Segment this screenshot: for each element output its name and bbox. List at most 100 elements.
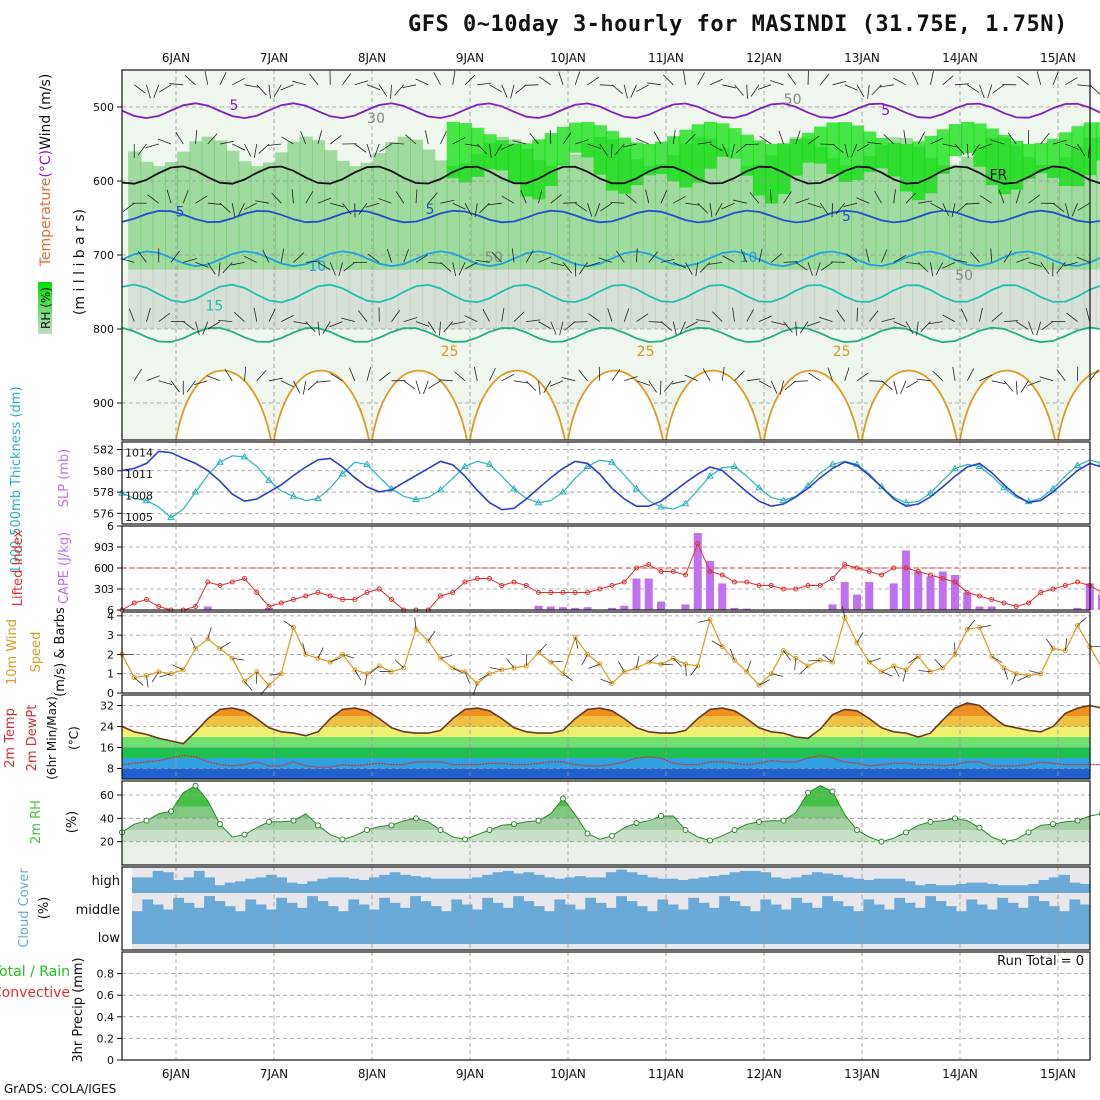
- wind-barb-10m: [550, 660, 563, 663]
- wind-barb: [928, 321, 943, 325]
- wind-speed-point: [327, 659, 333, 665]
- rh-band-low: [226, 269, 240, 329]
- thickness-point: [461, 462, 469, 469]
- rh-band: [122, 806, 1090, 819]
- cloud-high-bar: [430, 878, 442, 893]
- cloud-middle-bar: [492, 902, 504, 921]
- wind-barb: [477, 82, 492, 86]
- wind-barb-10m: [881, 671, 893, 677]
- cape-bar: [840, 582, 849, 610]
- lifted-index-point: [707, 569, 713, 574]
- rh-band: [287, 141, 301, 270]
- cloud-middle-bar: [688, 897, 700, 921]
- wind-barb: [746, 84, 748, 99]
- cloud-middle-bar: [626, 901, 638, 921]
- thickness-point: [534, 498, 543, 506]
- thickness-point: [191, 488, 200, 495]
- wind-barb-10m: [342, 654, 355, 659]
- date-label-top: 15JAN: [1040, 51, 1076, 65]
- wind-barb-10m: [660, 663, 673, 666]
- wind-barb-10m: [934, 658, 944, 669]
- wind-barb: [648, 251, 659, 263]
- lifted-index-point: [352, 597, 358, 602]
- wind-ylabel-2: Speed: [29, 632, 44, 673]
- wind-barb: [258, 143, 270, 154]
- wind-barb: [636, 380, 650, 386]
- wind-barb: [991, 312, 1003, 322]
- lifted-index-point: [266, 604, 272, 609]
- wind-barb: [952, 366, 956, 381]
- wind-speed-point: [744, 669, 750, 675]
- wind-barb: [771, 321, 785, 326]
- cloud-middle-bar: [925, 896, 936, 921]
- rh-band: [654, 163, 669, 270]
- wind-barb: [146, 375, 160, 382]
- wind-barb: [783, 321, 793, 333]
- rh2m-point: [241, 831, 248, 838]
- wind-barb: [511, 248, 515, 263]
- wind-barb: [992, 84, 1005, 94]
- wind-barb: [379, 143, 392, 152]
- rh-band: [122, 830, 1090, 842]
- cloud-middle-bar: [214, 901, 226, 921]
- wind-barb: [280, 84, 294, 91]
- wind-barb: [587, 143, 601, 149]
- wind-barb: [660, 258, 675, 263]
- cloud-high-bar: [379, 874, 391, 893]
- wind-barb: [529, 132, 539, 145]
- cloud-high-bar: [224, 882, 236, 893]
- wind-barb: [865, 248, 870, 263]
- rh-band-high: [1071, 126, 1085, 187]
- thickness-point: [951, 464, 959, 472]
- rh-band-low: [1095, 269, 1100, 329]
- lifted-index-point: [781, 586, 786, 592]
- wind-barb: [538, 256, 552, 263]
- wind-barb: [244, 366, 247, 381]
- lifted-index-point: [1013, 604, 1019, 609]
- wind-barb: [819, 202, 829, 215]
- rh-band-high: [936, 129, 950, 174]
- cloud-middle-bar: [904, 902, 916, 921]
- wind-speed-point: [1075, 623, 1080, 628]
- thickness-point: [412, 495, 420, 503]
- rh-band: [128, 151, 142, 270]
- isotherm-line: [121, 209, 1100, 224]
- cloud-high-bar: [914, 885, 926, 893]
- wind-barb: [956, 202, 968, 213]
- cape-bar: [632, 578, 641, 610]
- date-label-bottom: 15JAN: [1040, 1067, 1076, 1081]
- rh-band-low: [973, 269, 987, 329]
- cloud-middle-bar: [894, 897, 906, 921]
- wind-barb: [330, 202, 344, 208]
- wind-barb: [749, 192, 760, 204]
- cloud-high-bar: [791, 877, 803, 893]
- wind-barb: [224, 368, 233, 382]
- cloud-middle-bar: [801, 902, 813, 921]
- lifted-index-point: [291, 597, 296, 602]
- cloud-high-bar: [945, 885, 957, 893]
- slp-tick-label: 1005: [125, 511, 153, 524]
- lifted-index-point: [891, 565, 897, 571]
- rh-band-low: [434, 269, 448, 329]
- cloud-high-bar: [647, 877, 658, 893]
- cloud-high-bar: [729, 872, 741, 893]
- rh2m-point: [780, 817, 787, 824]
- lifted-index-point: [1075, 579, 1080, 585]
- rh2m-point: [829, 788, 836, 795]
- rh-band-high: [863, 131, 877, 172]
- rh2m-point: [927, 818, 934, 825]
- wind-barb: [389, 142, 404, 145]
- cape-bar: [583, 607, 592, 610]
- wind-barb: [561, 377, 576, 382]
- rh-band: [458, 163, 473, 270]
- cloud-middle-bar: [791, 897, 803, 921]
- wind-barb: [428, 380, 441, 389]
- wind-barb: [538, 189, 543, 204]
- rh-legend-label: RH (%): [39, 287, 53, 329]
- cloud-middle-bar: [574, 909, 586, 921]
- rh-band-high: [593, 125, 607, 175]
- wind-barb: [715, 203, 723, 216]
- rh-band-low: [1071, 269, 1085, 329]
- wind-barb: [378, 198, 392, 204]
- cloud-middle-bar: [327, 906, 339, 921]
